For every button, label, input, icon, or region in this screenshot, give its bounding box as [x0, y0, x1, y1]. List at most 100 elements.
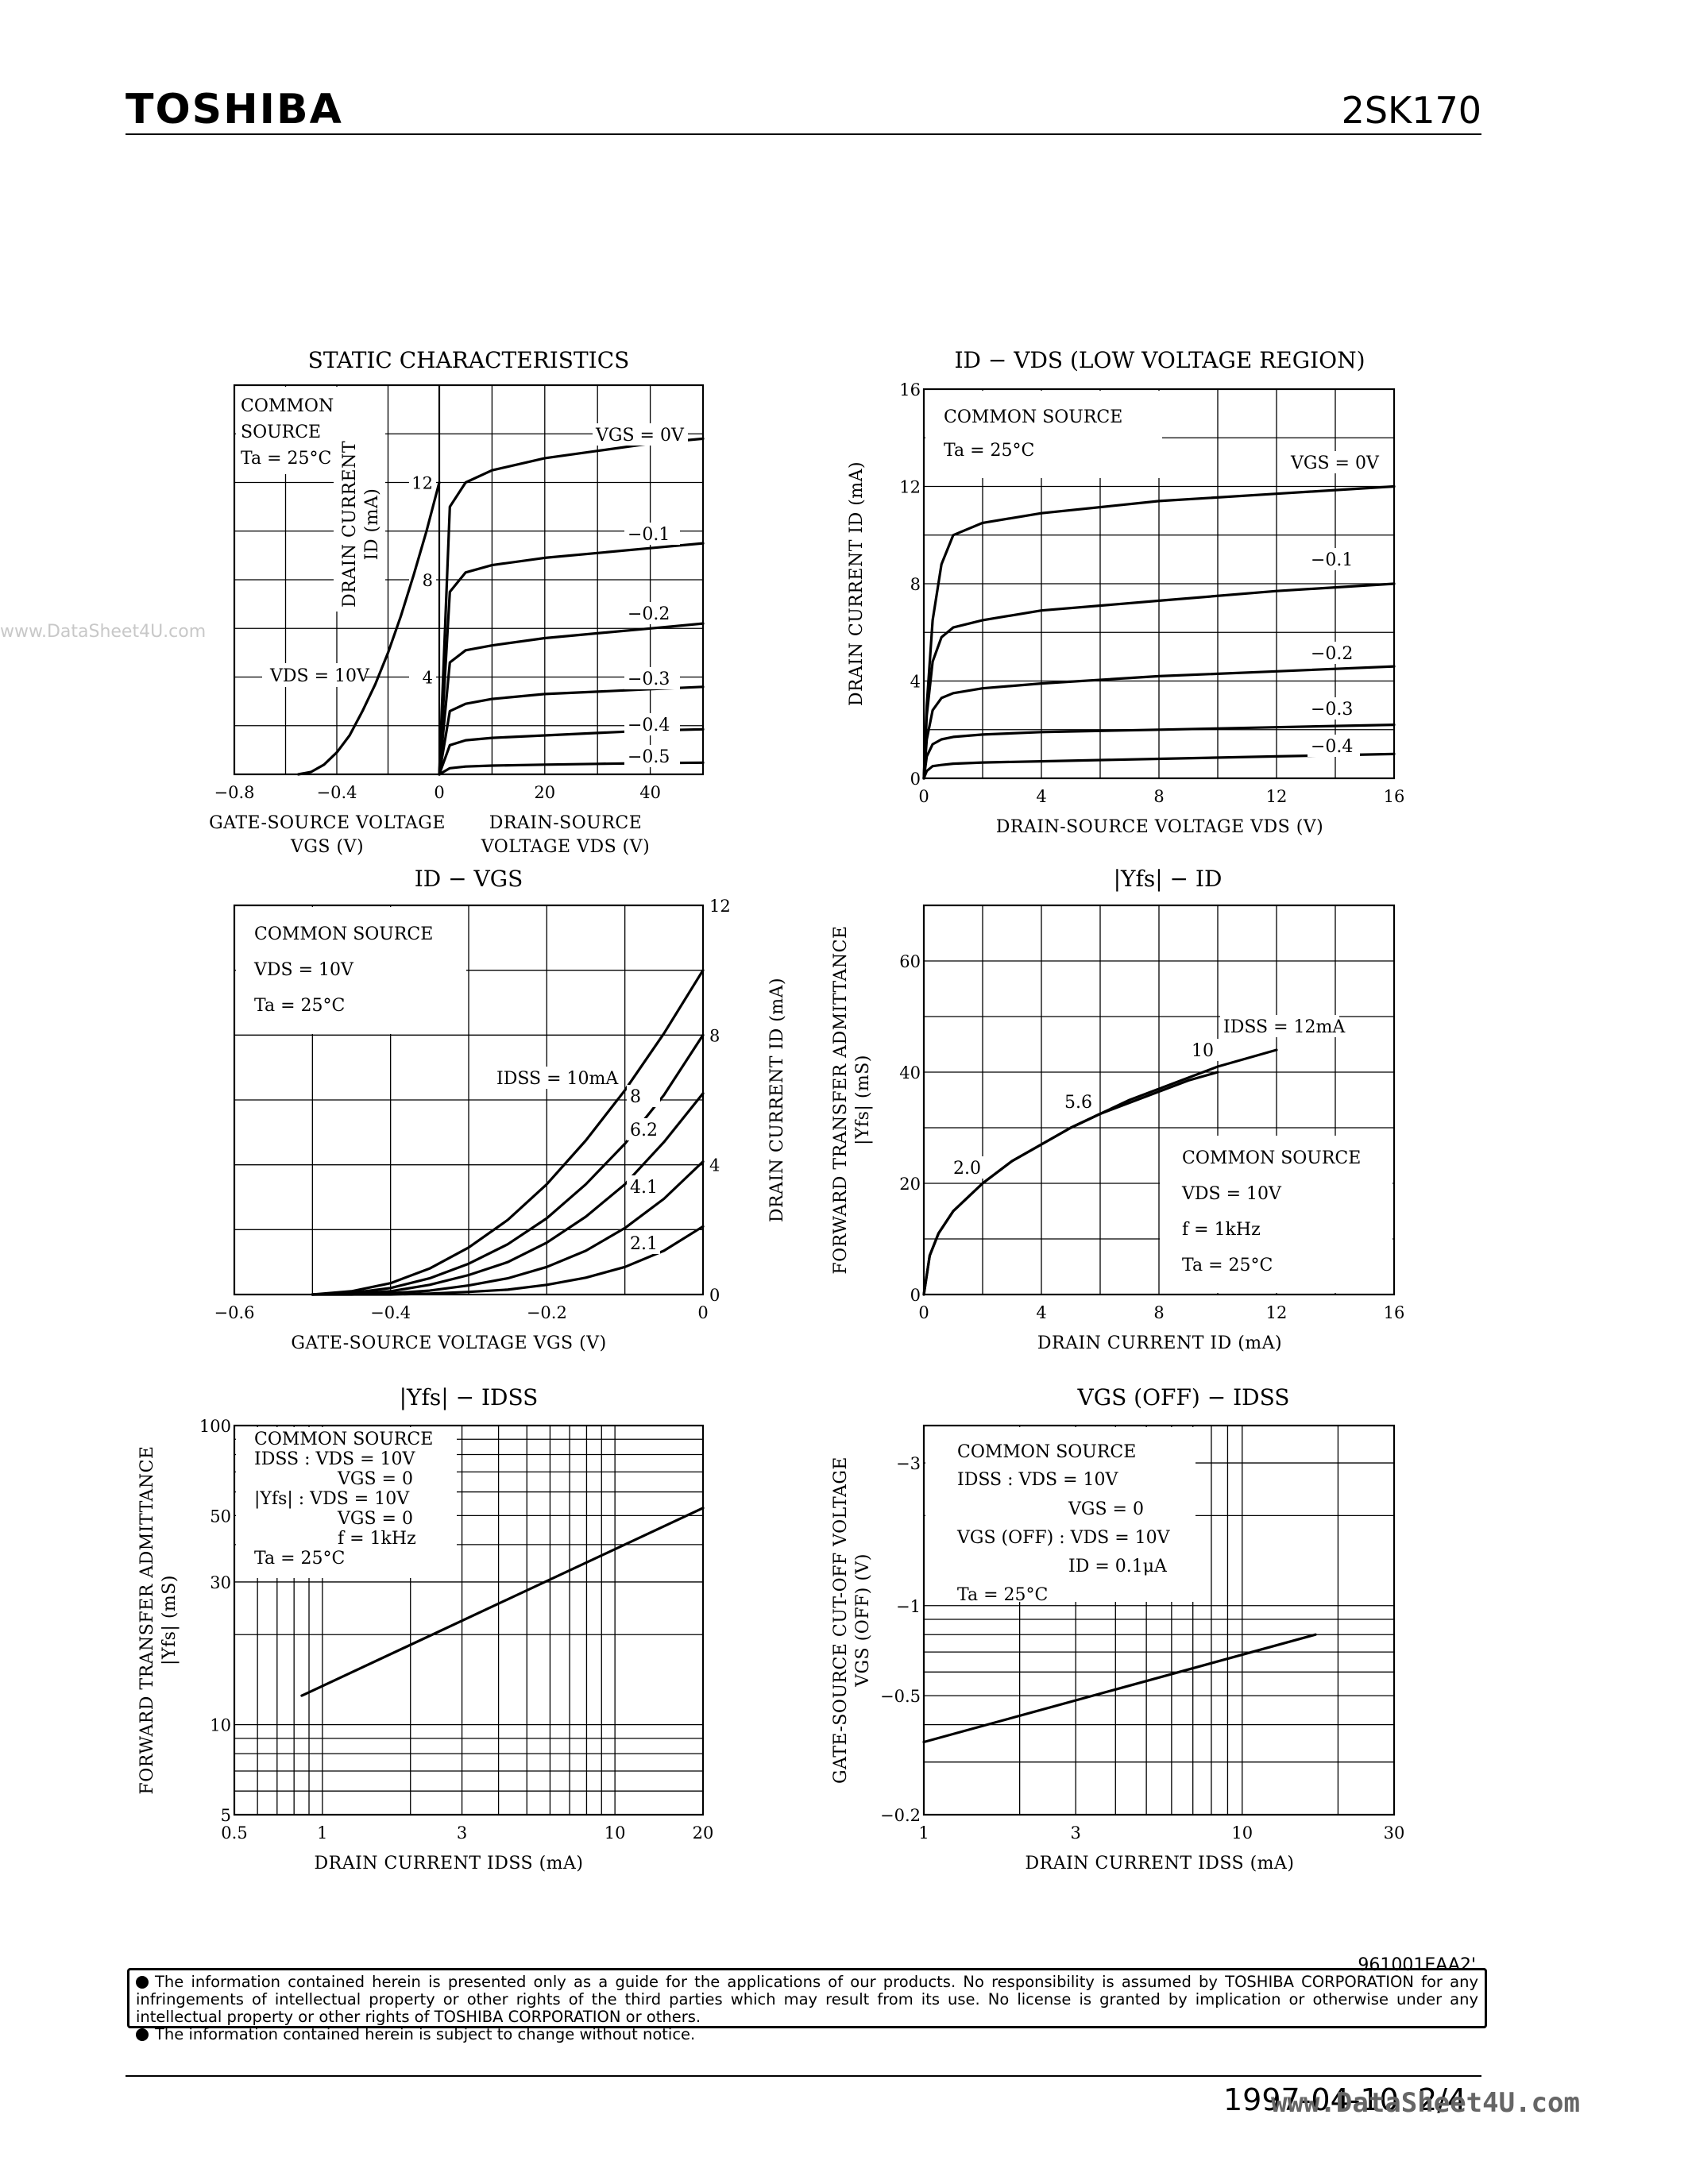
vgsoff-ytick: −3: [896, 1454, 921, 1473]
yfsid-curve: [922, 1048, 1278, 1296]
static-curve-label: −0.5: [628, 747, 670, 767]
vgsoff-ytick: −1: [896, 1597, 921, 1616]
yfsid-xtick: 4: [1036, 1303, 1046, 1322]
lowv-curve: [922, 723, 1396, 780]
static-note-line: SOURCE: [241, 423, 321, 442]
static-xlabel-left-unit: VGS (V): [290, 837, 364, 857]
idvgs-note-line: VDS = 10V: [253, 960, 354, 980]
yfsid-ylabel-unit: |Yfs| (mS): [853, 1055, 873, 1145]
yfsid-xtick: 12: [1266, 1303, 1288, 1322]
vgsoff-xtick: 3: [1071, 1823, 1081, 1843]
disclaimer-item: The information contained herein is pres…: [136, 1973, 1478, 2026]
static-output-curve: [438, 622, 705, 776]
watermark-bottom: www.DataSheet4U.com: [1271, 2087, 1580, 2119]
lowv-xtick: 12: [1266, 787, 1288, 806]
vgsoff-note-line: VGS = 0: [1068, 1499, 1144, 1519]
document-code: 961001EAA2': [1358, 1955, 1476, 1975]
lowv-curve: [922, 665, 1396, 780]
lowv-xtick: 0: [918, 787, 929, 806]
label-bg: [1220, 1015, 1339, 1037]
footer-date: 1997-04-10: [1223, 2082, 1399, 2117]
static-xtick-left: −0.4: [317, 783, 357, 802]
idvgs-curve-label: 8: [630, 1087, 641, 1107]
note-bg: [925, 391, 1162, 478]
lowv-curve: [922, 484, 1396, 780]
note-bg: [925, 1427, 1196, 1602]
tick-bg: [409, 472, 436, 492]
static-xtick-left: 0: [434, 783, 444, 802]
idvgs-note-line: COMMON SOURCE: [254, 924, 433, 944]
label-bg: [1308, 642, 1360, 664]
vgsoff-xlabel: DRAIN CURRENT IDSS (mA): [1026, 1854, 1295, 1873]
footer-page: 2/4: [1418, 2082, 1467, 2117]
label-bg: [1308, 548, 1360, 570]
plot-frame: [922, 904, 1396, 1296]
idvgs-curve: [311, 1092, 705, 1296]
vgsoff-note-line: Ta = 25°C: [957, 1585, 1048, 1605]
note-bg: [236, 907, 466, 1034]
yfsidss-ylabel-unit: |Yfs| (mS): [160, 1575, 180, 1665]
yfsidss-note-line: VGS = 0: [337, 1469, 413, 1489]
static-xlabel-left: GATE-SOURCE VOLTAGE: [209, 813, 446, 833]
lowv-note-line: COMMON SOURCE: [944, 407, 1122, 427]
lowv-xtick: 4: [1036, 787, 1046, 806]
yfsid-point-label: IDSS = 12mA: [1223, 1017, 1346, 1037]
yfsid-point-label: 10: [1192, 1041, 1214, 1061]
lowv-note-line: Ta = 25°C: [944, 441, 1034, 461]
vgsoff-xtick: 1: [918, 1823, 929, 1843]
vgsoff-note-line: COMMON SOURCE: [957, 1442, 1136, 1462]
header-rule: [126, 133, 1481, 135]
yfsid-ytick: 0: [910, 1286, 921, 1305]
static-curve-label: −0.2: [628, 604, 670, 624]
vgsoff-curve: [922, 1633, 1317, 1744]
yfsid-note-line: COMMON SOURCE: [1182, 1148, 1361, 1168]
bullet-icon: [136, 2028, 149, 2041]
static-curve-label: −0.4: [628, 716, 670, 735]
plot-frame: [233, 1424, 705, 1816]
yfsidss-xtick: 0.5: [221, 1823, 247, 1843]
idvgs-note-line: Ta = 25°C: [254, 996, 345, 1016]
lowv-ylabel: DRAIN CURRENT ID (mA): [847, 461, 867, 706]
plot-frame: [233, 384, 705, 776]
static-output-curve: [438, 542, 705, 776]
lowv-ytick: 16: [899, 380, 921, 399]
yfsid-xlabel: DRAIN CURRENT ID (mA): [1037, 1333, 1282, 1353]
yfsid-ytick: 40: [899, 1063, 921, 1082]
static-xlabel-right: DRAIN-SOURCE: [489, 813, 643, 833]
label-bg: [262, 663, 365, 687]
vgsoff-note-line: VGS (OFF) : VDS = 10V: [956, 1528, 1171, 1548]
yfsidss-note-line: |Yfs| : VDS = 10V: [254, 1489, 410, 1509]
static-curve-label: −0.3: [628, 669, 670, 689]
lowv-curve-label: −0.3: [1311, 700, 1353, 720]
label-bg: [624, 667, 680, 689]
yfsid-xtick: 0: [918, 1303, 929, 1322]
footer-rule: [126, 2075, 1481, 2077]
label-bg: [624, 713, 680, 735]
chart-title-vgsoff: VGS (OFF) − IDSS: [1077, 1384, 1290, 1410]
yfsidss-ytick: 100: [199, 1417, 231, 1436]
lowv-curve: [922, 582, 1396, 780]
lowv-ytick: 12: [899, 478, 921, 497]
bullet-icon: [136, 1976, 149, 1989]
plot-frame: [922, 1424, 1396, 1816]
label-bg: [624, 745, 680, 767]
part-number: 2SK170: [1341, 89, 1481, 132]
label-bg: [1288, 451, 1383, 473]
label-bg: [624, 523, 680, 545]
idvgs-curve: [311, 969, 705, 1296]
yfsidss-ylabel: FORWARD TRANSFER ADMITTANCE: [137, 1445, 157, 1794]
vgsoff-ytick: −0.2: [880, 1806, 921, 1825]
yfsidss-note-line: COMMON SOURCE: [254, 1430, 433, 1449]
static-ylabel-unit: ID (mA): [362, 488, 382, 561]
idvgs-xtick: 0: [697, 1303, 708, 1322]
label-bg: [1308, 735, 1360, 757]
label-bg: [627, 1085, 660, 1107]
idvgs-curve-label: 2.1: [630, 1234, 658, 1254]
lowv-ytick: 0: [910, 770, 921, 789]
yfsid-point-label: 5.6: [1064, 1093, 1092, 1113]
note-bg: [1160, 1136, 1393, 1293]
label-bg: [950, 1156, 985, 1179]
lowv-ytick: 4: [910, 673, 921, 692]
static-note-bg: [236, 387, 338, 474]
